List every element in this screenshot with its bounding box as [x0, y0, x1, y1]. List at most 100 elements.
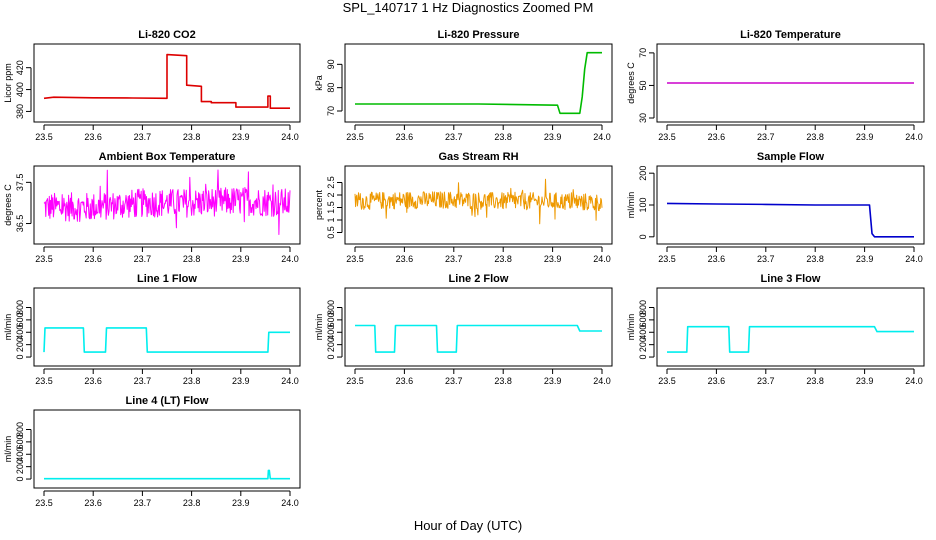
- x-tick-label: 23.6: [396, 132, 414, 142]
- x-tick-label: 23.5: [346, 132, 364, 142]
- plot-frame: [344, 43, 613, 123]
- x-tick-label: 23.7: [757, 132, 775, 142]
- y-axis-label: ml/min: [626, 192, 636, 219]
- series-line: [44, 469, 290, 480]
- panel-4: Ambient Box Temperature 23.5 23.6 23.7 23.8 2…: [3, 151, 301, 264]
- series-line: [355, 324, 602, 353]
- panel-2: Li-820 Pressure 23.5 23.6 23.7 23.8 23.9 24.0 7…: [314, 29, 613, 142]
- y-tick-label: 400: [326, 325, 336, 340]
- panel-3: Li-820 Temperature 23.5 23.6 23.7 23.8 23.9 24…: [626, 29, 925, 142]
- x-tick-label: 24.0: [905, 254, 923, 264]
- x-tick-label: 23.8: [806, 376, 824, 386]
- plot-frame: [656, 165, 925, 245]
- panel-5: Gas Stream RH 23.5 23.6 23.7 23.8 23.9 24.0 0.5…: [314, 151, 613, 264]
- series-line: [43, 169, 291, 235]
- panel-title: Line 1 Flow: [137, 273, 197, 285]
- x-tick-label: 23.7: [757, 376, 775, 386]
- y-tick-label: 30: [638, 113, 648, 123]
- panel-title: Sample Flow: [757, 151, 825, 163]
- y-tick-label: 800: [15, 300, 25, 315]
- y-tick-label: 2.5: [326, 176, 336, 189]
- x-tick-label: 23.6: [396, 376, 414, 386]
- y-tick-label: 400: [15, 325, 25, 340]
- y-tick-label: 90: [326, 59, 336, 69]
- y-tick-label: 0: [15, 477, 25, 482]
- x-tick-label: 23.7: [445, 376, 463, 386]
- x-tick-label: 23.8: [183, 498, 201, 508]
- figure-title: SPL_140717 1 Hz Diagnostics Zoomed PM: [342, 0, 594, 15]
- x-tick-label: 24.0: [905, 376, 923, 386]
- y-tick-label: 600: [15, 434, 25, 449]
- series-line: [354, 178, 603, 225]
- y-tick-label: 80: [326, 83, 336, 93]
- y-axis-label: degrees C: [626, 62, 636, 104]
- y-tick-label: 200: [638, 166, 648, 181]
- panel-title: Line 4 (LT) Flow: [126, 395, 209, 407]
- y-axis-label: percent: [314, 189, 324, 220]
- panel-8: Line 2 Flow 23.5 23.6 23.7 23.8 23.9 24.0 0 2004…: [314, 273, 613, 386]
- y-axis-label: ml/min: [3, 436, 13, 463]
- panel-10: Line 4 (LT) Flow 23.5 23.6 23.7 23.8 23.9 24.0…: [3, 395, 301, 508]
- x-tick-label: 23.9: [856, 254, 874, 264]
- x-tick-label: 23.9: [232, 132, 250, 142]
- x-tick-label: 23.5: [658, 254, 676, 264]
- y-tick-label: 600: [15, 312, 25, 327]
- y-axis-label: Licor ppm: [3, 63, 13, 103]
- panel-title: Li-820 Temperature: [740, 29, 841, 41]
- x-tick-label: 23.9: [856, 376, 874, 386]
- x-tick-label: 23.9: [856, 132, 874, 142]
- x-tick-label: 24.0: [281, 498, 299, 508]
- y-tick-label: 0.5: [326, 226, 336, 239]
- series-line: [667, 325, 914, 353]
- x-tick-label: 23.7: [445, 132, 463, 142]
- x-tick-label: 24.0: [281, 376, 299, 386]
- plot-frame: [33, 409, 301, 489]
- series-line: [43, 53, 290, 109]
- plot-frame: [33, 43, 301, 123]
- y-axis-label: ml/min: [626, 314, 636, 341]
- y-tick-label: 0: [326, 355, 336, 360]
- y-tick-label: 800: [15, 422, 25, 437]
- x-tick-label: 24.0: [593, 132, 611, 142]
- y-tick-label: 50: [638, 80, 648, 90]
- y-axis-label: ml/min: [314, 314, 324, 341]
- panel-title: Ambient Box Temperature: [99, 151, 236, 163]
- x-tick-label: 23.7: [134, 254, 152, 264]
- x-tick-label: 23.9: [232, 376, 250, 386]
- y-tick-label: 0: [638, 234, 648, 239]
- panel-title: Gas Stream RH: [438, 151, 518, 163]
- x-tick-label: 23.9: [544, 376, 562, 386]
- x-tick-label: 23.5: [35, 254, 53, 264]
- x-tick-label: 23.7: [134, 498, 152, 508]
- x-tick-label: 23.8: [806, 132, 824, 142]
- x-tick-label: 23.7: [134, 376, 152, 386]
- x-tick-label: 23.5: [35, 376, 53, 386]
- x-tick-label: 23.5: [346, 376, 364, 386]
- y-tick-label: 200: [15, 459, 25, 474]
- panel-1: Li-820 CO2 23.5 23.6 23.7 23.8 23.9 24.0 380 400…: [3, 29, 301, 142]
- y-tick-label: 37.5: [15, 174, 25, 192]
- x-tick-label: 23.8: [494, 254, 512, 264]
- x-tick-label: 23.5: [346, 254, 364, 264]
- x-tick-label: 24.0: [593, 254, 611, 264]
- plot-frame: [344, 165, 613, 245]
- x-tick-label: 24.0: [281, 132, 299, 142]
- y-tick-label: 420: [15, 60, 25, 75]
- plot-frame: [33, 165, 301, 245]
- x-tick-label: 23.9: [232, 498, 250, 508]
- x-tick-label: 23.6: [84, 498, 102, 508]
- x-tick-label: 23.9: [544, 254, 562, 264]
- y-tick-label: 400: [638, 325, 648, 340]
- x-tick-label: 23.8: [494, 132, 512, 142]
- x-tick-label: 23.9: [232, 254, 250, 264]
- y-tick-label: 400: [15, 82, 25, 97]
- x-tick-label: 23.6: [84, 376, 102, 386]
- x-tick-label: 23.8: [183, 376, 201, 386]
- y-axis-label: ml/min: [3, 314, 13, 341]
- x-tick-label: 23.6: [708, 132, 726, 142]
- x-tick-label: 23.5: [35, 132, 53, 142]
- y-axis-label: degrees C: [3, 184, 13, 226]
- panel-title: Line 3 Flow: [761, 273, 821, 285]
- x-tick-label: 24.0: [281, 254, 299, 264]
